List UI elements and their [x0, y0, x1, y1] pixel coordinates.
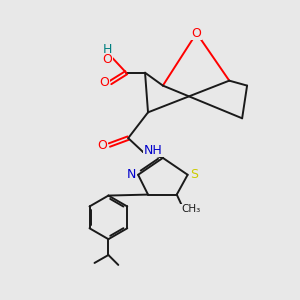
Text: O: O — [100, 76, 110, 89]
Text: H: H — [103, 44, 112, 56]
Text: O: O — [192, 27, 202, 40]
Text: O: O — [98, 139, 107, 152]
Text: NH: NH — [144, 143, 162, 157]
Text: O: O — [103, 53, 112, 66]
Text: CH₃: CH₃ — [181, 204, 200, 214]
Text: S: S — [190, 168, 199, 181]
Text: N: N — [127, 168, 136, 181]
